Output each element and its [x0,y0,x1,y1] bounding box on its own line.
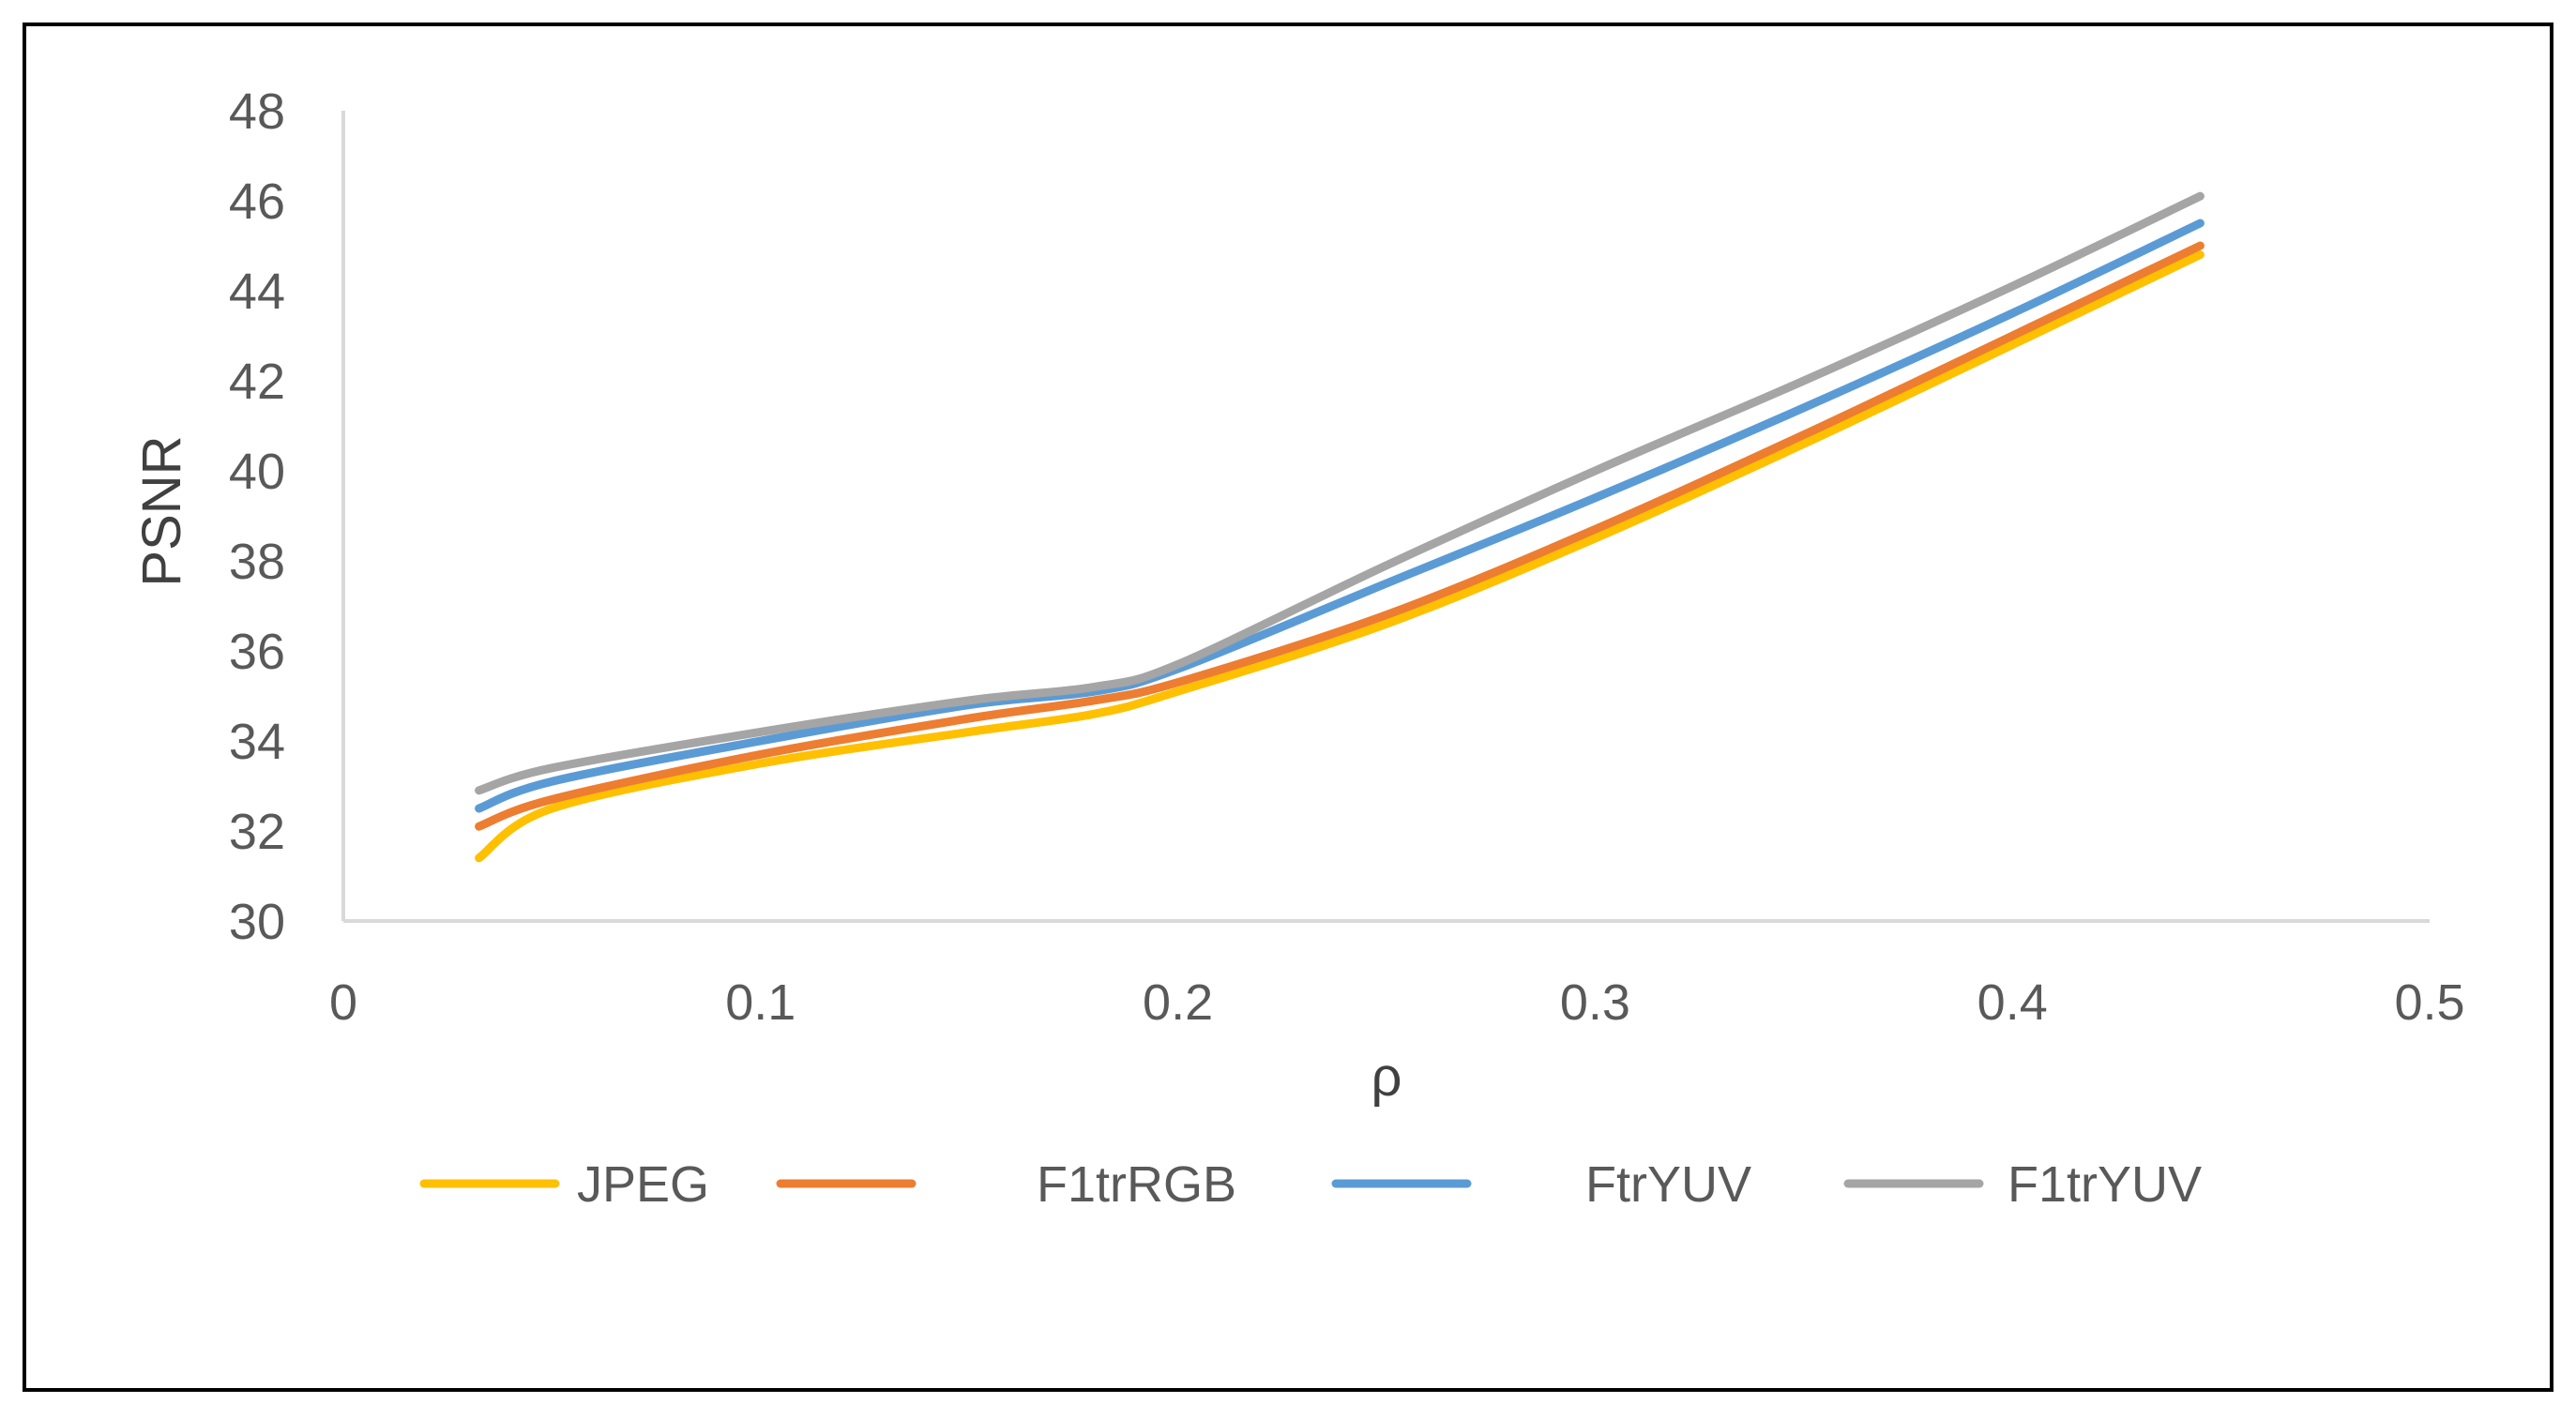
x-axis-title: ρ [1371,1047,1402,1108]
y-axis-title: PSNR [131,435,192,586]
series-line-f1trrgb [475,241,2205,831]
x-tick-labels: 0 0.1 0.2 0.3 0.4 0.5 [329,974,2465,1031]
legend-label-f1trrgb: F1trRGB [1037,1156,1236,1213]
y-tick-label: 46 [229,174,285,230]
axes [341,111,2430,923]
y-tick-label: 30 [229,894,285,950]
legend-label-jpeg: JPEG [577,1156,709,1213]
y-tick-labels: 30 32 34 36 38 40 42 44 46 48 [229,83,285,950]
y-tick-label: 38 [229,534,285,590]
y-tick-label: 40 [229,444,285,500]
x-tick-label: 0.2 [1143,974,1213,1031]
x-tick-label: 0 [329,974,357,1031]
x-tick-label: 0.4 [1977,974,2048,1031]
legend-label-f1tryuv: F1trYUV [2008,1156,2202,1213]
x-tick-label: 0.5 [2394,974,2464,1031]
x-tick-label: 0.3 [1560,974,1630,1031]
series-line-f1tryuv [475,191,2205,795]
y-tick-label: 36 [229,624,285,680]
y-tick-label: 32 [229,804,285,860]
chart-frame [23,23,2553,1392]
legend-label-ftryuv: FtrYUV [1585,1156,1751,1213]
series-line-jpeg [475,250,2205,863]
y-tick-label: 48 [229,83,285,140]
series-lines [475,191,2205,863]
y-tick-label: 44 [229,264,285,320]
series-line-ftryuv [475,219,2205,813]
y-tick-label: 34 [229,714,285,770]
y-tick-label: 42 [229,354,285,410]
legend: JPEG F1trRGB FtrYUV F1trYUV [419,1156,2202,1213]
x-tick-label: 0.1 [725,974,796,1031]
